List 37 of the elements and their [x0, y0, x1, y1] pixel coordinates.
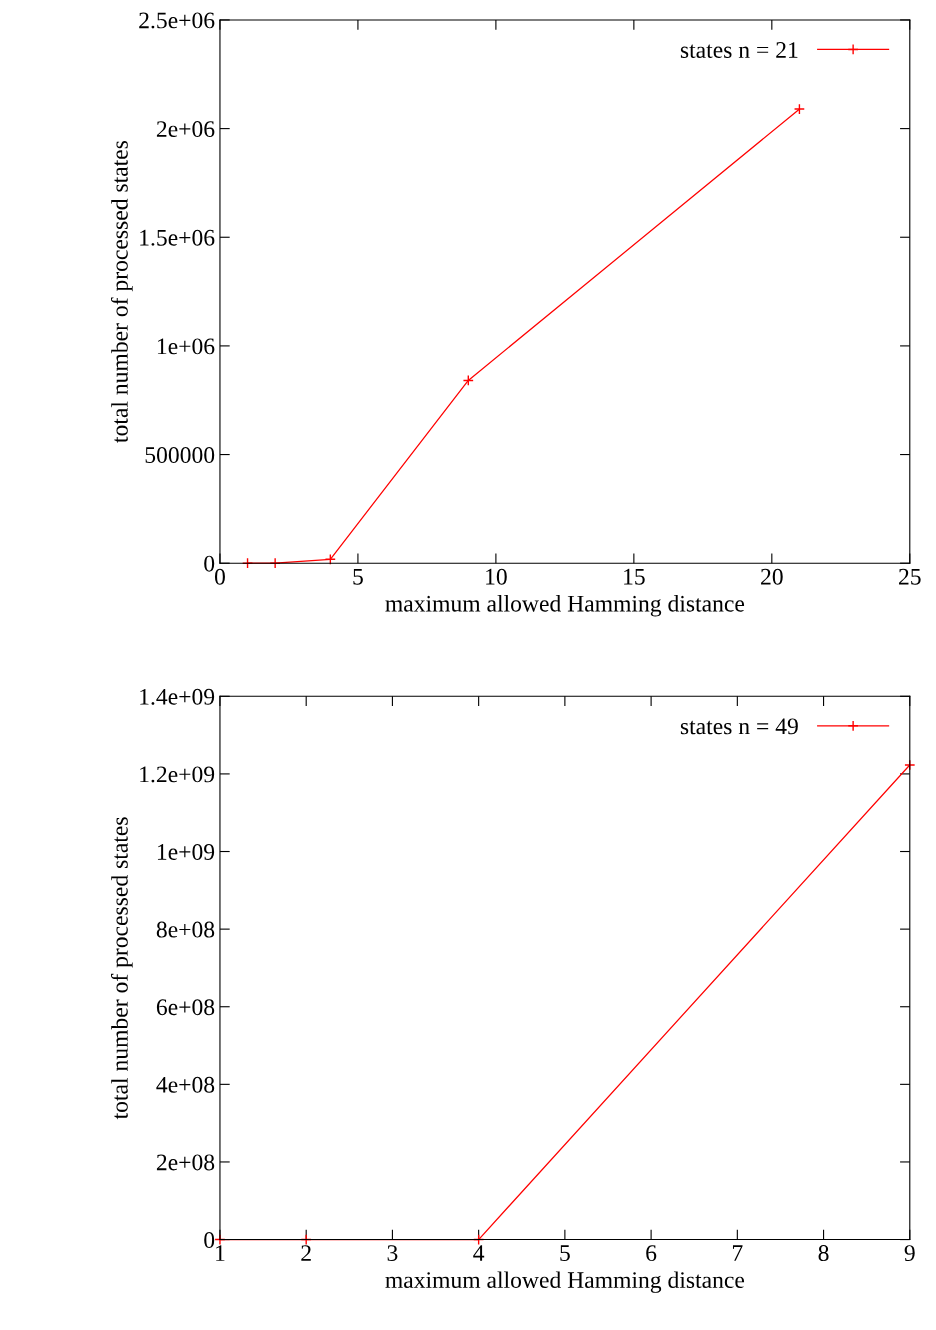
y-tick-label: 2e+08 — [156, 1154, 215, 1171]
x-tick-label: 7 — [732, 1245, 743, 1261]
x-tick-label: 5 — [560, 1245, 570, 1262]
y-tick-label: 2e+06 — [156, 121, 215, 138]
x-tick-label: 8 — [818, 1245, 829, 1262]
y-tick-label: 0 — [204, 1232, 215, 1248]
point — [324, 553, 336, 565]
y-tick-label: 2.5e+06 — [139, 12, 215, 29]
x-tick-label: 25 — [899, 568, 921, 585]
x-axis-title: maximum allowed Hamming distance — [385, 595, 745, 617]
y-tick-label: 1e+09 — [157, 844, 215, 860]
x-tick-label: 20 — [761, 568, 783, 585]
x-tick-label: 6 — [646, 1245, 657, 1262]
y-tick-label: 0 — [204, 555, 215, 572]
y-tick-label: 6e+08 — [156, 999, 215, 1016]
y-tick-label: 1e+06 — [157, 338, 215, 355]
x-tick-label: 15 — [624, 568, 645, 585]
x-tick-label: 5 — [353, 568, 363, 585]
legend-label: states n = 49 — [680, 718, 798, 735]
x-tick-label: 1 — [216, 1245, 225, 1261]
y-tick-label: 1.4e+09 — [140, 688, 215, 705]
y-tick-label: 500000 — [145, 447, 215, 463]
x-tick-label: 3 — [387, 1245, 398, 1262]
x-axis-title: maximum allowed Hamming distance — [385, 1271, 745, 1293]
y-tick-label: 1.2e+09 — [140, 766, 215, 783]
x-tick-label: 4 — [473, 1245, 485, 1261]
y-tick-label: 4e+08 — [156, 1076, 215, 1093]
point — [462, 374, 474, 387]
point — [793, 103, 805, 115]
x-tick-label: 10 — [486, 568, 507, 585]
y-axis-title: total number of processed states — [110, 817, 133, 1120]
x-tick-label: 2 — [301, 1245, 311, 1261]
x-tick-label: 9 — [904, 1245, 915, 1262]
y-tick-label: 1.5e+06 — [140, 229, 215, 246]
y-tick-label: 8e+08 — [156, 921, 215, 938]
y-axis-title: total number of processed states — [110, 140, 133, 443]
legend-label: states n = 21 — [680, 42, 798, 58]
